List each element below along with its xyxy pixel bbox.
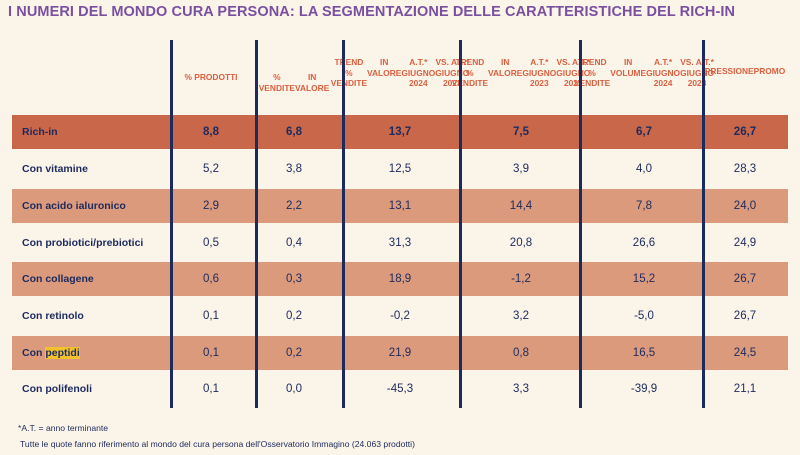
table-row: Con peptidi 0,1 0,2 21,9 0,8 16,5 24,5 <box>12 336 788 370</box>
table-cell: 3,9 <box>513 163 529 175</box>
column-header-line: A.T.* GIUGNO 2024 <box>401 57 436 88</box>
column-divider <box>459 40 462 408</box>
column-divider <box>342 40 345 408</box>
table-cell: 13,1 <box>388 200 412 212</box>
table-cell: 0,3 <box>286 273 302 285</box>
row-label: Con probiotici/prebiotici <box>22 237 144 249</box>
row-label: Con acido ialuronico <box>22 200 126 212</box>
column-header-line: TREND % VENDITE <box>451 57 489 88</box>
table-cell: 2,2 <box>286 200 302 212</box>
table-cell: 31,3 <box>388 237 412 249</box>
table-row: Rich-in 8,8 6,8 13,7 7,5 6,7 26,7 <box>12 115 788 149</box>
table-cell: 0,4 <box>286 237 302 249</box>
row-label: Con vitamine <box>22 163 88 175</box>
page-title: I NUMERI DEL MONDO CURA PERSONA: LA SEGM… <box>8 4 736 20</box>
table-cell: -5,0 <box>634 310 654 322</box>
table-cell: -39,9 <box>630 383 658 395</box>
table-cell: 3,2 <box>513 310 529 322</box>
table-cell: 0,8 <box>513 347 529 359</box>
table-cell: 18,9 <box>388 273 412 285</box>
table-cell: 14,4 <box>509 200 533 212</box>
table-cell: 20,8 <box>509 237 533 249</box>
row-label: Con collagene <box>22 273 94 285</box>
column-header-line: A.T.* GIUGNO 2023 <box>522 57 557 88</box>
table-row: Con retinolo 0,1 0,2 -0,2 3,2 -5,0 26,7 <box>12 299 788 333</box>
footnote-source: Tutte le quote fanno riferimento al mond… <box>20 439 415 449</box>
column-header: TREND % VENDITE IN VALORE A.T.* GIUGNO 202… <box>452 57 591 137</box>
highlighted-term: peptidi <box>45 347 80 359</box>
table-cell: 5,2 <box>203 163 219 175</box>
column-header-line: IN VOLUME <box>610 57 647 78</box>
table-cell: 6,7 <box>636 126 652 138</box>
column-header-line: IN VALORE <box>295 72 330 93</box>
column-header-line: VS. A.T.* GIUGNO 2023 <box>435 57 470 88</box>
row-label: Con retinolo <box>22 310 84 322</box>
column-header: TREND % VENDITE IN VOLUME A.T.* GIUGNO 202… <box>574 57 714 137</box>
column-header: % VENDITE IN VALORE <box>257 72 331 152</box>
table-cell: -0,2 <box>390 310 410 322</box>
table-cell: 15,2 <box>632 273 656 285</box>
footnote-at: *A.T. = anno terminante <box>18 423 109 433</box>
table-cell: 0,2 <box>286 347 302 359</box>
row-label: Rich-in <box>22 126 58 138</box>
table-cell: 0,0 <box>286 383 302 395</box>
column-header-line: % PRODOTTI <box>184 72 238 82</box>
table-cell: 0,5 <box>203 237 219 249</box>
table-cell: 26,7 <box>733 126 757 138</box>
table-cell: 0,1 <box>203 310 219 322</box>
column-header-line: TREND % VENDITE <box>330 57 368 88</box>
column-header-line: IN VALORE <box>367 57 402 78</box>
table-cell: 12,5 <box>388 163 412 175</box>
table-cell: 7,5 <box>513 126 529 138</box>
table-cell: 24,9 <box>733 237 757 249</box>
table-cell: 16,5 <box>632 347 656 359</box>
table-cell: 28,3 <box>733 163 757 175</box>
table-row: Con acido ialuronico 2,9 2,2 13,1 14,4 7,8 24,… <box>12 189 788 223</box>
table-cell: 13,7 <box>388 126 412 138</box>
table-cell: -45,3 <box>386 383 414 395</box>
column-header-line: PROMO <box>753 66 786 76</box>
table-cell: 21,9 <box>388 347 412 359</box>
table-row: Con collagene 0,6 0,3 18,9 -1,2 15,2 26,7 <box>12 262 788 296</box>
column-header-line: VS. A.T.* GIUGNO 2022 <box>556 57 591 88</box>
row-label: Con peptidi <box>22 336 80 370</box>
table-cell: 24,5 <box>733 347 757 359</box>
row-label: Con polifenoli <box>22 383 92 395</box>
column-header: % PRODOTTI <box>176 72 246 152</box>
table-cell: 8,8 <box>203 126 219 138</box>
table-cell: 2,9 <box>203 200 219 212</box>
row-label-prefix: Con <box>22 347 46 359</box>
table-row: Con probiotici/prebiotici 0,5 0,4 31,3 20,8 2… <box>12 226 788 260</box>
table-cell: 0,1 <box>203 347 219 359</box>
column-header-line: TREND % VENDITE <box>573 57 611 88</box>
table-cell: 3,3 <box>513 383 529 395</box>
column-header-line: PRESSIONE <box>704 66 754 76</box>
table-row: Con vitamine 5,2 3,8 12,5 3,9 4,0 28,3 <box>12 152 788 186</box>
column-divider <box>702 40 705 408</box>
table-cell: 3,8 <box>286 163 302 175</box>
column-divider <box>579 40 582 408</box>
column-divider <box>255 40 258 408</box>
column-header: PRESSIONE PROMO <box>704 66 786 146</box>
table-cell: 21,1 <box>733 383 757 395</box>
table-cell: -1,2 <box>511 273 531 285</box>
column-header-line: VS. A.T.* GIUGNO 2023 <box>680 57 715 88</box>
table-row: Con polifenoli 0,1 0,0 -45,3 3,3 -39,9 21,1 <box>12 372 788 406</box>
table-cell: 0,6 <box>203 273 219 285</box>
column-header-line: A.T.* GIUGNO 2024 <box>646 57 681 88</box>
table-cell: 6,8 <box>286 126 302 138</box>
table-cell: 7,8 <box>636 200 652 212</box>
table-cell: 26,6 <box>632 237 656 249</box>
table-cell: 0,1 <box>203 383 219 395</box>
column-header-line: IN VALORE <box>488 57 523 78</box>
column-divider <box>170 40 173 408</box>
column-header-line: % VENDITE <box>258 72 296 93</box>
table-cell: 0,2 <box>286 310 302 322</box>
table-cell: 26,7 <box>733 310 757 322</box>
column-header: TREND % VENDITE IN VALORE A.T.* GIUGNO 202… <box>331 57 470 137</box>
table-cell: 4,0 <box>636 163 652 175</box>
table-cell: 24,0 <box>733 200 757 212</box>
table-cell: 26,7 <box>733 273 757 285</box>
